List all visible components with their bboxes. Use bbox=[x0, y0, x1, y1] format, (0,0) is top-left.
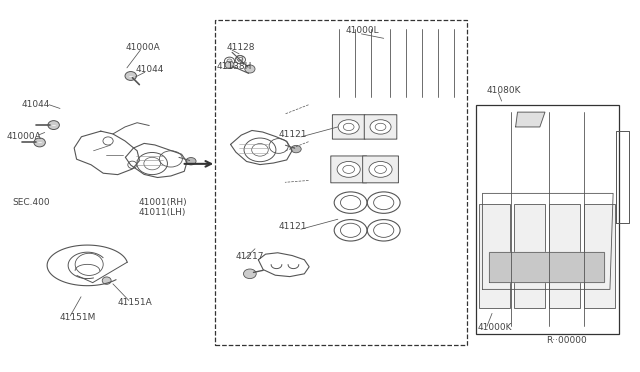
Text: 41080K: 41080K bbox=[487, 86, 522, 94]
Ellipse shape bbox=[369, 161, 392, 177]
Bar bbox=[215, 20, 467, 345]
Text: R··00000: R··00000 bbox=[546, 336, 587, 345]
Ellipse shape bbox=[338, 120, 359, 134]
Ellipse shape bbox=[102, 277, 111, 284]
Bar bbox=[584, 205, 615, 308]
Text: 41121: 41121 bbox=[278, 222, 307, 231]
Bar bbox=[549, 205, 580, 308]
FancyBboxPatch shape bbox=[332, 115, 365, 139]
Ellipse shape bbox=[186, 157, 196, 165]
Text: 41000L: 41000L bbox=[346, 26, 379, 35]
Ellipse shape bbox=[48, 121, 60, 129]
Polygon shape bbox=[516, 112, 545, 127]
Ellipse shape bbox=[370, 120, 391, 134]
Ellipse shape bbox=[225, 61, 234, 68]
Text: 41151A: 41151A bbox=[117, 298, 152, 307]
Ellipse shape bbox=[125, 71, 136, 80]
Text: 41044: 41044 bbox=[135, 65, 164, 74]
Text: 41000A: 41000A bbox=[125, 43, 161, 52]
Text: 41011(LH): 41011(LH) bbox=[138, 208, 186, 218]
Text: 41121: 41121 bbox=[278, 130, 307, 139]
FancyBboxPatch shape bbox=[363, 156, 399, 183]
Ellipse shape bbox=[337, 161, 360, 177]
Bar bbox=[515, 205, 545, 308]
Polygon shape bbox=[489, 253, 604, 282]
Text: 41151M: 41151M bbox=[60, 312, 97, 321]
Bar bbox=[479, 205, 510, 308]
FancyBboxPatch shape bbox=[331, 156, 367, 183]
Ellipse shape bbox=[291, 145, 301, 153]
Text: 41138H: 41138H bbox=[217, 61, 252, 71]
Text: 41000A: 41000A bbox=[6, 132, 41, 141]
Ellipse shape bbox=[34, 138, 45, 147]
Text: 41000K: 41000K bbox=[478, 323, 513, 331]
Text: 41001(RH): 41001(RH) bbox=[138, 198, 187, 207]
Ellipse shape bbox=[245, 65, 255, 73]
Text: 41128: 41128 bbox=[227, 43, 255, 52]
Text: SEC.400: SEC.400 bbox=[13, 198, 51, 207]
Bar bbox=[476, 105, 620, 334]
Text: 41217: 41217 bbox=[236, 251, 264, 261]
Text: 41044: 41044 bbox=[22, 100, 50, 109]
Ellipse shape bbox=[243, 269, 256, 279]
FancyBboxPatch shape bbox=[364, 115, 397, 139]
